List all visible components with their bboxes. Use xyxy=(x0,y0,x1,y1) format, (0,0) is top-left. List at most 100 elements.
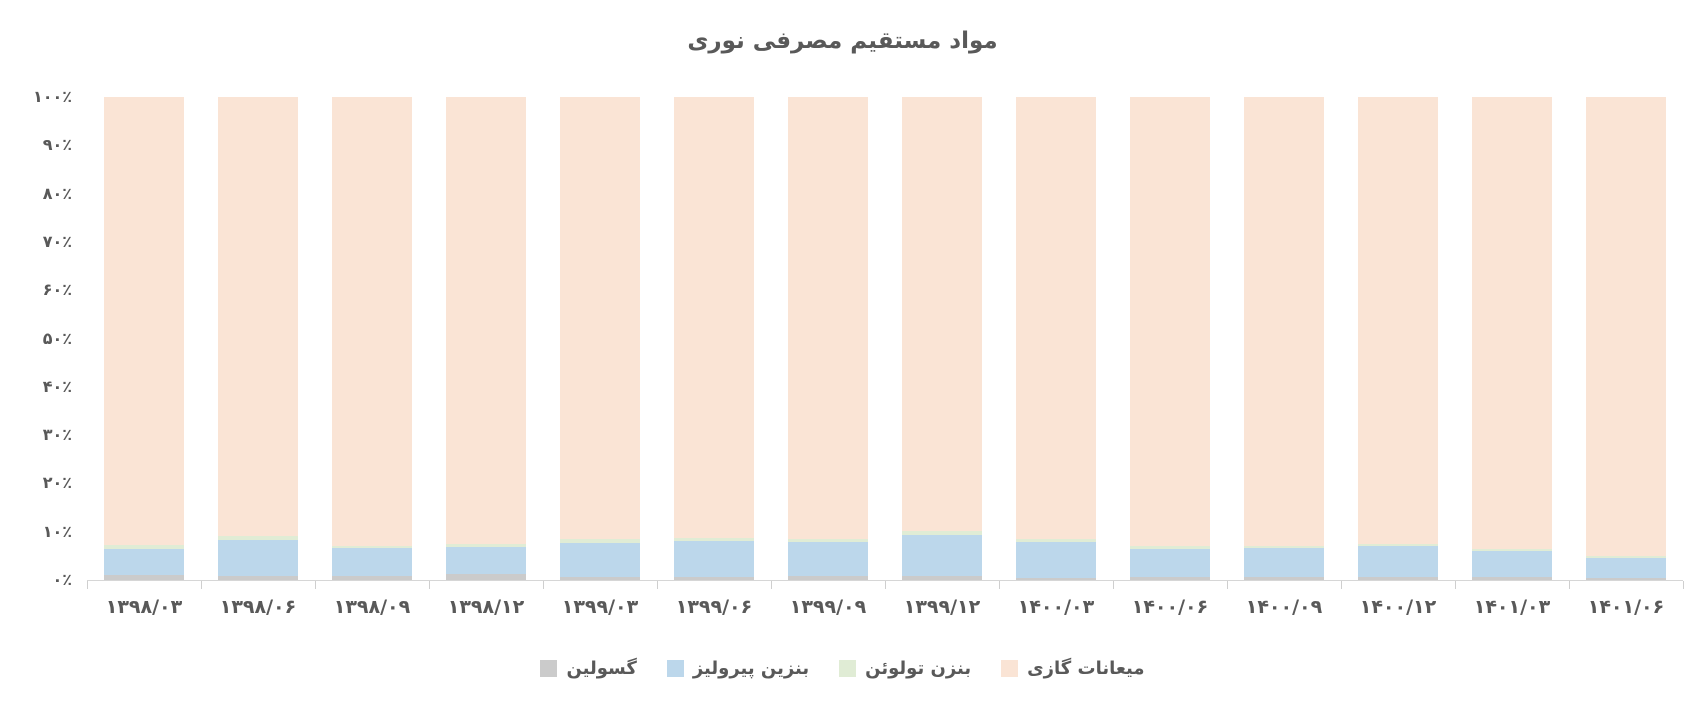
bar-segment-toluene[interactable] xyxy=(445,544,527,548)
bar-segment-condensate[interactable] xyxy=(1129,97,1211,547)
bar-segment-pyrolysis[interactable] xyxy=(787,542,869,577)
x-axis-tick xyxy=(1000,581,1114,589)
bar-segment-condensate[interactable] xyxy=(1243,97,1325,546)
bar-segment-gasoline[interactable] xyxy=(1357,577,1439,580)
stacked-bar[interactable] xyxy=(1015,97,1097,580)
category-column xyxy=(1227,97,1341,580)
bar-segment-gasoline[interactable] xyxy=(1585,578,1667,580)
legend: گسولین بنزین پیرولیز بنزن تولوئن میعانات گا… xyxy=(0,658,1685,679)
x-axis-tick xyxy=(1114,581,1228,589)
x-axis-tick xyxy=(1570,581,1684,589)
stacked-bar[interactable] xyxy=(103,97,185,580)
bar-segment-pyrolysis[interactable] xyxy=(1471,551,1553,578)
bar-segment-gasoline[interactable] xyxy=(331,576,413,580)
legend-item[interactable]: میعانات گازی xyxy=(1001,658,1145,679)
bar-segment-pyrolysis[interactable] xyxy=(1243,548,1325,578)
stacked-bar[interactable] xyxy=(1357,97,1439,580)
bar-segment-pyrolysis[interactable] xyxy=(103,548,185,576)
bar-segment-condensate[interactable] xyxy=(1585,97,1667,556)
bar-segment-gasoline[interactable] xyxy=(1129,577,1211,580)
bar-segment-toluene[interactable] xyxy=(901,531,983,536)
bar-segment-gasoline[interactable] xyxy=(1015,577,1097,580)
bar-segment-pyrolysis[interactable] xyxy=(331,548,413,577)
x-axis-label: ۱۳۹۸/۱۲ xyxy=(447,596,525,618)
y-axis-label: ۰٪ xyxy=(52,570,72,589)
bar-segment-pyrolysis[interactable] xyxy=(445,547,527,575)
legend-item[interactable]: بنزین پیرولیز xyxy=(666,658,809,679)
bar-segment-pyrolysis[interactable] xyxy=(1357,546,1439,578)
bar-segment-pyrolysis[interactable] xyxy=(217,540,299,577)
bar-segment-toluene[interactable] xyxy=(1357,543,1439,547)
bar-segment-condensate[interactable] xyxy=(1015,97,1097,539)
x-axis-label: ۱۴۰۰/۰۹ xyxy=(1245,596,1323,618)
stacked-bar[interactable] xyxy=(787,97,869,580)
bar-segment-toluene[interactable] xyxy=(1129,546,1211,550)
category-column xyxy=(657,97,771,580)
y-axis-label: ۵۰٪ xyxy=(42,328,72,348)
stacked-bar[interactable] xyxy=(331,97,413,580)
y-axis-label: ۸۰٪ xyxy=(42,183,72,203)
stacked-bar[interactable] xyxy=(445,97,527,580)
bar-segment-condensate[interactable] xyxy=(331,97,413,546)
stacked-bar[interactable] xyxy=(1129,97,1211,580)
x-axis-labels: ۱۳۹۸/۰۳ ۱۳۹۸/۰۶ ۱۳۹۸/۰۹ ۱۳۹۸/۱۲ ۱۳۹۹/۰۳ ۱۳۹۹/… xyxy=(87,596,1683,618)
bar-segment-toluene[interactable] xyxy=(673,538,755,542)
x-axis-label: ۱۳۹۸/۰۹ xyxy=(333,596,411,618)
stacked-bar[interactable] xyxy=(901,97,983,580)
bar-segment-gasoline[interactable] xyxy=(103,575,185,580)
y-axis-label: ۴۰٪ xyxy=(42,376,72,396)
bar-segment-condensate[interactable] xyxy=(673,97,755,539)
bar-segment-gasoline[interactable] xyxy=(559,577,641,580)
bar-segment-gasoline[interactable] xyxy=(1471,577,1553,580)
bar-segment-pyrolysis[interactable] xyxy=(559,543,641,578)
bar-segment-gasoline[interactable] xyxy=(445,574,527,580)
bar-segment-toluene[interactable] xyxy=(559,539,641,544)
bar-segment-toluene[interactable] xyxy=(787,539,869,543)
stacked-bar[interactable] xyxy=(1585,97,1667,580)
bar-segment-toluene[interactable] xyxy=(1471,548,1553,552)
category-column xyxy=(1113,97,1227,580)
bar-segment-condensate[interactable] xyxy=(901,97,983,532)
stacked-bar[interactable] xyxy=(673,97,755,580)
bar-segment-condensate[interactable] xyxy=(559,97,641,540)
stacked-bar[interactable] xyxy=(217,97,299,580)
x-axis-label: ۱۳۹۹/۰۳ xyxy=(561,596,639,618)
legend-item[interactable]: بنزن تولوئن xyxy=(839,658,971,679)
category-column xyxy=(201,97,315,580)
x-axis-label: ۱۴۰۱/۰۳ xyxy=(1473,596,1551,618)
x-axis-label: ۱۳۹۸/۰۶ xyxy=(219,596,297,618)
bar-segment-toluene[interactable] xyxy=(217,535,299,541)
bar-segment-toluene[interactable] xyxy=(103,544,185,549)
bar-segment-pyrolysis[interactable] xyxy=(1585,557,1667,579)
bar-segment-pyrolysis[interactable] xyxy=(673,541,755,578)
legend-item[interactable]: گسولین xyxy=(540,658,637,679)
bar-segment-condensate[interactable] xyxy=(787,97,869,540)
bar-segment-condensate[interactable] xyxy=(445,97,527,545)
bar-segment-pyrolysis[interactable] xyxy=(901,535,983,577)
stacked-bar[interactable] xyxy=(1471,97,1553,580)
bar-segment-condensate[interactable] xyxy=(217,97,299,536)
bar-segment-gasoline[interactable] xyxy=(673,577,755,580)
x-axis-label: ۱۴۰۰/۱۲ xyxy=(1359,596,1437,618)
stacked-bar[interactable] xyxy=(559,97,641,580)
stacked-bar[interactable] xyxy=(1243,97,1325,580)
bar-segment-pyrolysis[interactable] xyxy=(1015,541,1097,578)
bar-segment-gasoline[interactable] xyxy=(217,576,299,580)
y-axis-label: ۱۰۰٪ xyxy=(32,87,72,106)
x-axis-tick xyxy=(1342,581,1456,589)
bar-segment-gasoline[interactable] xyxy=(787,576,869,580)
x-axis-tick xyxy=(658,581,772,589)
bar-segment-toluene[interactable] xyxy=(331,545,413,549)
bar-segment-toluene[interactable] xyxy=(1585,555,1667,558)
bar-segment-gasoline[interactable] xyxy=(901,576,983,580)
bar-segment-toluene[interactable] xyxy=(1243,545,1325,549)
y-axis-label: ۱۰٪ xyxy=(42,521,72,541)
bar-segment-condensate[interactable] xyxy=(1357,97,1439,544)
bar-segment-gasoline[interactable] xyxy=(1243,577,1325,580)
bar-segment-condensate[interactable] xyxy=(1471,97,1553,549)
bar-segment-pyrolysis[interactable] xyxy=(1129,549,1211,578)
bar-segment-toluene[interactable] xyxy=(1015,538,1097,542)
y-axis-label: ۳۰٪ xyxy=(42,425,72,445)
bar-segment-condensate[interactable] xyxy=(103,97,185,545)
